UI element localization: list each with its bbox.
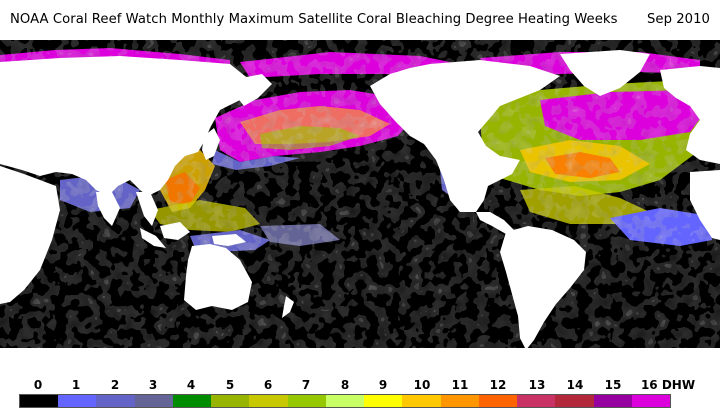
land-europe: [660, 66, 720, 164]
land-india: [96, 192, 120, 226]
legend-swatch: [555, 395, 594, 407]
land-north-america: [370, 60, 560, 212]
legend-tick: 6: [263, 378, 273, 392]
land-sumatra: [140, 228, 166, 248]
land-australia: [184, 244, 252, 310]
legend-tick-labels: 0 1 2 3 4 5 6 7 8 9 10 11 12 13 14 15 16…: [0, 378, 720, 394]
legend-swatch: [211, 395, 250, 407]
legend-tick: 8: [340, 378, 350, 392]
legend-tick: 4: [186, 378, 196, 392]
legend-swatch: [517, 395, 556, 407]
legend-swatch: [364, 395, 403, 407]
legend-tick: 11: [451, 378, 469, 392]
legend-swatch: [593, 395, 632, 407]
land-greenland: [560, 50, 650, 96]
legend-swatch: [172, 395, 212, 407]
world-dhw-map: [0, 40, 720, 358]
land-antarctica: [0, 348, 720, 358]
legend-tick: 7: [301, 378, 311, 392]
legend-swatch: [249, 395, 288, 407]
legend-tick: 5: [225, 378, 235, 392]
legend-swatch: [325, 395, 365, 407]
legend-tick: 13: [528, 378, 546, 392]
legend-tick: 9: [378, 378, 388, 392]
land-africa: [0, 166, 60, 304]
land-layer: [0, 50, 720, 358]
land-borneo: [160, 222, 190, 240]
legend-tick: 16 DHW: [640, 378, 696, 392]
legend-tick: 10: [413, 378, 431, 392]
land-japan: [202, 128, 220, 160]
land-eurasia: [0, 56, 250, 196]
legend-tick: 15: [604, 378, 622, 392]
legend-tick: 12: [489, 378, 507, 392]
title-bar: NOAA Coral Reef Watch Monthly Maximum Sa…: [0, 0, 720, 40]
legend-tick: 2: [110, 378, 120, 392]
land-kamchatka: [232, 74, 272, 106]
land-south-america: [500, 226, 586, 350]
land-west-africa: [690, 170, 720, 240]
land-new-zealand: [282, 296, 294, 318]
title-main: NOAA Coral Reef Watch Monthly Maximum Sa…: [10, 12, 618, 27]
legend-swatch: [631, 395, 670, 407]
legend-tick: 0: [33, 378, 43, 392]
legend-swatch: [58, 395, 97, 407]
legend-swatch: [20, 395, 59, 407]
land-central-america: [476, 212, 514, 234]
map-title: NOAA Coral Reef Watch Monthly Maximum Sa…: [10, 12, 710, 27]
legend-swatch: [402, 395, 441, 407]
legend-swatch: [440, 395, 479, 407]
legend-tick: 1: [71, 378, 81, 392]
legend-tick: 14: [566, 378, 584, 392]
legend-swatch: [134, 395, 173, 407]
legend-swatch: [478, 395, 518, 407]
title-date: Sep 2010: [646, 12, 710, 27]
land-new-guinea: [212, 234, 246, 246]
legend-swatch: [96, 395, 135, 407]
legend-tick: 3: [148, 378, 158, 392]
land-se-asia: [136, 192, 158, 226]
legend-swatch: [287, 395, 326, 407]
legend-color-bar: [19, 394, 671, 408]
